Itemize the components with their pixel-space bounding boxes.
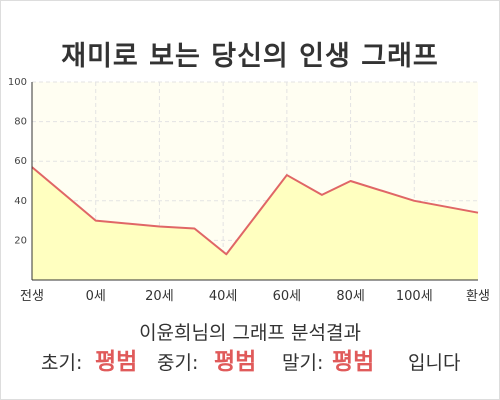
plot-area: 20 40 60 80 100 전생 0세 20세 40세 60세 80세 100세 환생 [8,77,490,304]
x-tick-label-4: 60세 [273,289,302,304]
analysis-caption: 이윤희님의 그래프 분석결과 [139,322,361,344]
x-tick-label-3: 40세 [209,289,238,304]
mid-value: 평범 [214,349,257,375]
late-value: 평범 [332,349,375,375]
x-tick-label-5: 80세 [336,289,365,304]
x-tick-label-7: 환생 [466,289,490,304]
x-tick-label-2: 20세 [145,289,174,304]
y-tick-label-0: 20 [14,235,27,246]
mid-label: 중기: [157,352,199,374]
y-tick-label-4: 100 [8,77,27,88]
x-tick-label-0: 전생 [20,289,44,304]
late-label: 말기: [282,352,324,374]
early-value: 평범 [95,349,138,375]
y-tick-label-1: 40 [14,196,27,207]
summary-ending: 입니다 [408,352,461,374]
early-label: 초기: [41,352,83,374]
y-tick-label-3: 80 [14,117,27,128]
y-tick-label-2: 60 [14,156,27,167]
page-title: 재미로 보는 당신의 인생 그래프 [61,41,439,72]
x-tick-label-1: 0세 [86,289,106,304]
series-line [31,166,479,256]
series-area [32,167,478,280]
x-tick-label-6: 100세 [396,289,433,304]
